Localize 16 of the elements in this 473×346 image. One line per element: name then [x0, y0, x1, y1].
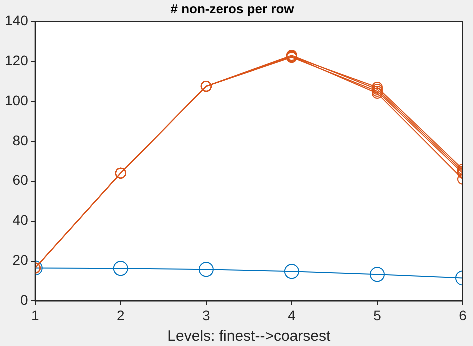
y-tick-label: 100 [5, 92, 29, 108]
chart-title: # non-zeros per row [170, 1, 296, 16]
y-tick-label: 0 [20, 292, 29, 308]
y-tick-label: 60 [12, 172, 29, 188]
x-tick-label: 6 [459, 307, 468, 324]
y-tick-label: 40 [12, 212, 29, 228]
x-axis-title: Levels: finest-->coarsest [168, 328, 332, 346]
y-tick-label: 140 [5, 12, 29, 28]
y-tick-label: 120 [5, 52, 29, 68]
y-tick-label: 80 [12, 132, 29, 148]
x-tick-label: 3 [202, 307, 211, 324]
x-tick-label: 2 [116, 307, 125, 324]
y-tick-label: 20 [12, 252, 29, 268]
x-tick-label: 4 [288, 307, 296, 324]
x-tick-label: 1 [31, 307, 40, 324]
x-tick-label: 5 [374, 307, 382, 324]
